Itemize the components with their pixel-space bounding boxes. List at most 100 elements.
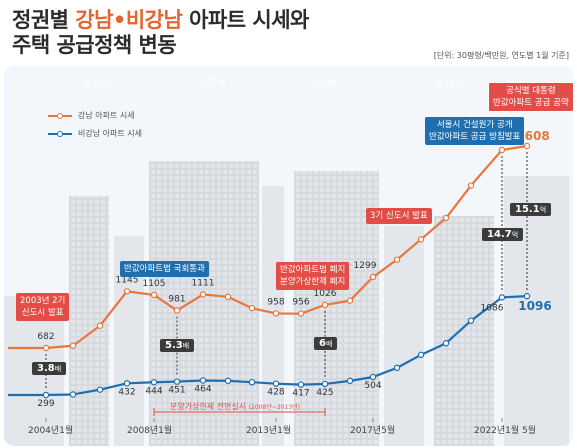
value-label: 444	[145, 386, 162, 396]
era-label: 노무현	[83, 79, 112, 90]
legend-swatch-gangnam	[48, 112, 72, 119]
annotation-line: 2003년 2기	[20, 296, 66, 306]
data-point	[523, 292, 531, 300]
data-point	[523, 142, 531, 150]
annotation-bill-passed: 반값아파트법 국회통과	[120, 261, 209, 277]
gap-unit: 억	[511, 231, 519, 239]
data-point	[150, 291, 158, 299]
gap-badge-2004: 3.8배	[32, 362, 67, 375]
data-point	[498, 294, 506, 301]
value-label: 1096	[518, 299, 551, 313]
annotation-3rd-new-towns: 3기 신도시 발표	[366, 208, 432, 224]
value-label: 299	[37, 399, 54, 409]
value-label: 464	[194, 385, 211, 395]
value-label: 1299	[354, 261, 377, 271]
value-label: 956	[292, 298, 309, 308]
series-line-nongangnam	[45, 295, 528, 397]
gap-badge-2022-jan: 14.7억	[482, 228, 524, 241]
era-label: 이명박	[198, 79, 226, 90]
annotation-presidential-pledge: 공식별 대통령 반값아파트 공급 공약	[488, 82, 574, 112]
data-point	[150, 379, 158, 386]
value-label: 1026	[314, 289, 337, 299]
value-label: 682	[37, 332, 54, 342]
value-label: 428	[267, 388, 284, 398]
building-silhouette	[434, 216, 494, 446]
gap-value: 15.1	[515, 204, 540, 215]
value-label: 1086	[481, 303, 504, 313]
data-point	[224, 377, 232, 385]
title-nongangnam: 비강남	[125, 8, 183, 32]
series-line-gangnam	[45, 144, 528, 350]
data-point	[467, 182, 475, 189]
legend-gangnam: 강남 아파트 시세	[48, 110, 135, 121]
x-tick-2013: 2013년1월	[246, 426, 292, 436]
x-tick-2008: 2008년1월	[127, 426, 173, 436]
data-point	[69, 342, 77, 349]
era-park: 박근혜	[274, 75, 372, 95]
data-point	[248, 378, 256, 386]
legend-label-nongangnam: 비강남 아파트 시세	[78, 129, 142, 138]
gap-badge-2015: 6배	[314, 337, 338, 350]
gap-unit: 배	[54, 365, 62, 373]
value-label: 1145	[116, 275, 139, 285]
annotation-seoul-cost-disclosure: 서울시 건설원가 공개 반값아파트 공급 방침발표	[425, 117, 525, 145]
building-silhouette	[69, 196, 109, 446]
building-silhouette	[294, 171, 379, 446]
title-prefix: 정권별	[12, 8, 76, 32]
chart-title-line1: 정권별 강남•비강남 아파트 시세와	[12, 4, 309, 34]
gap-value: 6	[319, 338, 326, 349]
data-point	[199, 291, 207, 298]
value-label: 2608	[516, 129, 549, 143]
data-point	[321, 301, 329, 309]
period-label: 분양가상한제 전면실시	[170, 402, 247, 411]
era-label: 문재인	[435, 79, 463, 90]
value-label: 958	[267, 297, 284, 307]
era-roh: 노무현	[45, 75, 150, 95]
gap-unit: 배	[182, 342, 190, 350]
annotation-line: 분양가상한제 폐지	[280, 277, 346, 287]
data-point	[346, 377, 354, 385]
chart-panel	[4, 66, 573, 446]
title-suffix: 아파트 시세와	[182, 8, 309, 32]
era-moon: 문재인	[374, 75, 524, 95]
period-sub: (2008년~2013년)	[248, 404, 300, 411]
data-point	[467, 317, 475, 324]
annotation-line: 반값아파트법 폐지	[280, 265, 346, 275]
data-point	[498, 146, 506, 154]
data-point	[42, 391, 50, 399]
annotation-line: 반값아파트 공급 방침발표	[429, 132, 521, 142]
data-point	[173, 378, 181, 385]
gap-value: 14.7	[487, 229, 512, 240]
building-silhouette	[384, 226, 424, 446]
value-label: 425	[316, 388, 333, 398]
x-tick-2017: 2017년5월	[350, 426, 396, 436]
building-silhouette	[262, 186, 284, 446]
annotation-line: 신도시 발표	[21, 308, 64, 318]
data-point	[199, 377, 207, 384]
chart-title-line2: 주택 공급정책 변동	[12, 33, 177, 57]
x-tick-2022: 2022년1월 5월	[474, 426, 537, 436]
data-point	[369, 273, 377, 281]
data-point	[297, 381, 305, 388]
value-label: 981	[168, 295, 185, 305]
value-label: 451	[168, 386, 185, 396]
gap-value: 3.8	[37, 363, 55, 374]
data-point	[96, 386, 104, 393]
data-point	[272, 310, 280, 317]
annotation-line: 3기 신도시 발표	[370, 211, 428, 221]
value-label: 417	[292, 389, 309, 399]
data-point	[321, 380, 329, 388]
legend-nongangnam: 비강남 아파트 시세	[48, 128, 142, 139]
data-point	[393, 364, 401, 372]
legend-swatch-nongangnam	[48, 130, 72, 137]
gap-unit: 억	[539, 206, 547, 214]
data-point	[346, 297, 354, 304]
x-tick-2004: 2004년1월	[28, 426, 74, 436]
data-point	[96, 322, 104, 329]
data-point	[442, 214, 450, 222]
data-point	[393, 256, 401, 263]
title-gangnam: 강남	[75, 8, 113, 32]
data-point	[224, 293, 232, 301]
price-cap-period-label: 분양가상한제 전면실시 (2008년~2013년)	[170, 401, 300, 412]
